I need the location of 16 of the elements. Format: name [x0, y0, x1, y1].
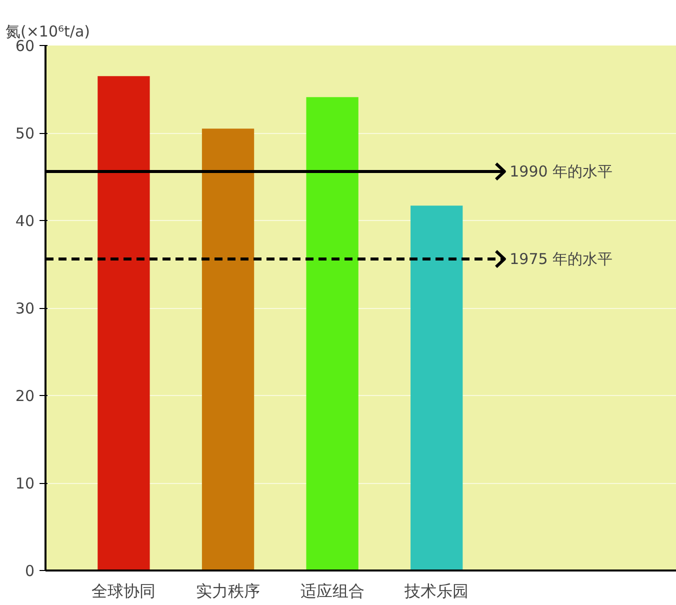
x-tick-label: 技术乐园 — [404, 582, 469, 600]
x-tick-label: 适应组合 — [300, 582, 364, 600]
y-tick-label: 30 — [15, 300, 35, 318]
x-tick-label: 实力秩序 — [196, 582, 260, 600]
ref-line-label: 1975 年的水平 — [510, 250, 613, 268]
ref-line-label: 1990 年的水平 — [510, 162, 613, 180]
y-tick-label: 0 — [24, 562, 35, 580]
bar — [98, 76, 150, 570]
y-tick-label: 40 — [15, 212, 35, 230]
bar — [202, 128, 254, 570]
bar — [306, 97, 358, 570]
bar — [410, 206, 463, 570]
y-tick-label: 10 — [15, 474, 35, 492]
x-tick-label: 全球协同 — [92, 582, 156, 600]
y-tick-label: 50 — [15, 124, 35, 142]
y-tick-label: 20 — [15, 387, 35, 405]
